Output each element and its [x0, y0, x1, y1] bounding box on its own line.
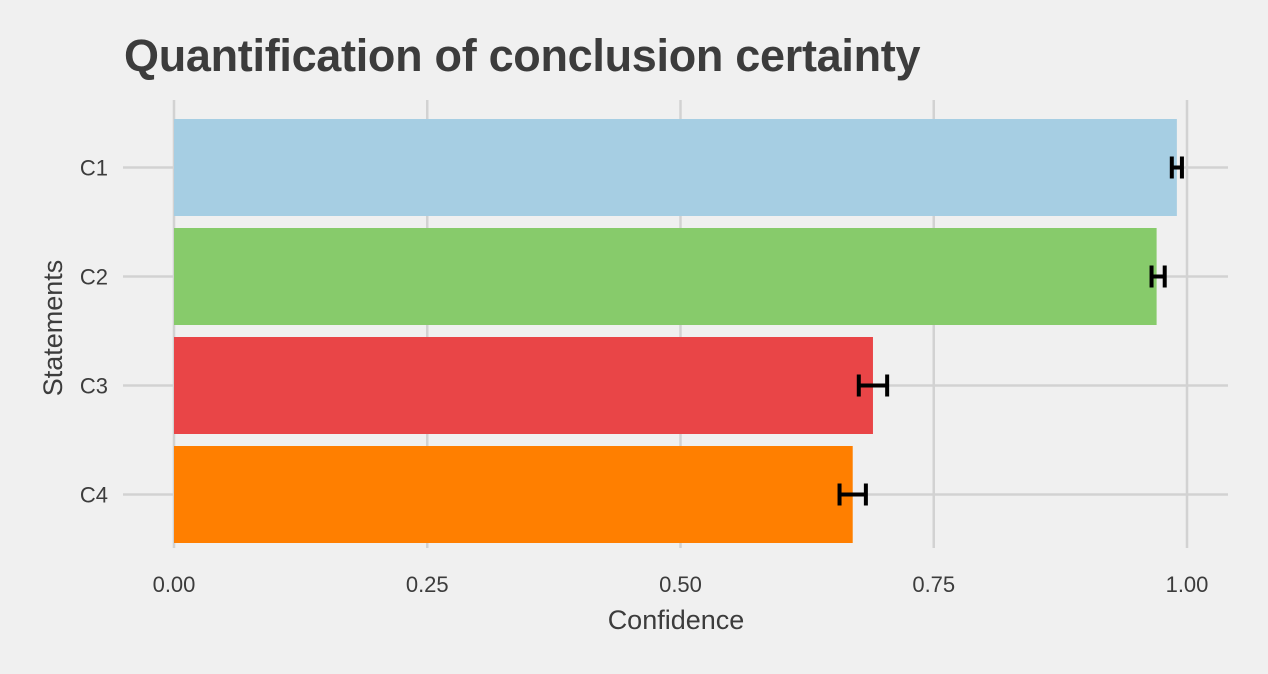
y-tick-label: C1 [80, 156, 108, 181]
bar-c2 [174, 228, 1157, 325]
x-tick-label: 0.00 [153, 572, 196, 597]
bar-c4 [174, 446, 853, 543]
y-axis-title: Statements [38, 260, 68, 397]
x-tick-labels: 0.00 0.25 0.50 0.75 1.00 [153, 572, 1209, 597]
error-bar-c2 [1149, 265, 1167, 288]
x-tick-label: 0.50 [659, 572, 702, 597]
error-bars [837, 156, 1184, 506]
y-tick-labels: C1 C2 C3 C4 [80, 156, 108, 508]
y-tick-label: C2 [80, 265, 108, 290]
chart-title: Quantification of conclusion certainty [124, 30, 921, 81]
x-tick-label: 0.25 [406, 572, 449, 597]
error-bar-c1 [1169, 156, 1184, 179]
bar-c1 [174, 119, 1177, 216]
x-tick-label: 0.75 [912, 572, 955, 597]
error-bar-c4 [837, 483, 868, 506]
x-axis-title: Confidence [608, 605, 745, 635]
y-tick-label: C3 [80, 374, 108, 399]
bar-c3 [174, 337, 873, 434]
x-tick-label: 1.00 [1166, 572, 1209, 597]
error-bar-c3 [856, 374, 890, 397]
bars [174, 119, 1177, 543]
y-tick-label: C4 [80, 483, 108, 508]
